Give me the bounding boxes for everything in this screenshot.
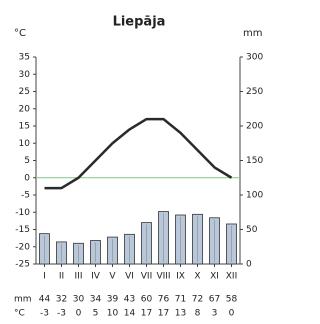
data-label: 71	[175, 295, 186, 305]
y-tick-label: 0	[24, 173, 30, 183]
x-tick-label: VI	[125, 272, 134, 282]
data-label: 58	[226, 295, 238, 305]
data-label: 14	[124, 309, 136, 319]
y-tick-label: -25	[15, 260, 30, 270]
data-label: 72	[192, 295, 203, 305]
chart: Liepāja °C mm 35302520151050-5-10-15-20-…	[14, 15, 263, 319]
x-tick-label: X	[194, 272, 200, 282]
data-label: -3	[57, 309, 66, 319]
data-label: 76	[158, 295, 170, 305]
x-tick-label: VIII	[156, 272, 170, 282]
data-label: 60	[141, 295, 153, 305]
x-tick-label: VII	[141, 272, 152, 282]
data-label: 10	[107, 309, 119, 319]
x-tick-label: I	[43, 272, 46, 282]
y-tick-label: -15	[15, 225, 30, 235]
data-label: 32	[56, 295, 67, 305]
row-label: mm	[14, 295, 32, 305]
data-label: 39	[107, 295, 119, 305]
y2-tick-label: 250	[246, 87, 263, 97]
chart-title: Liepāja	[113, 15, 166, 30]
temperature-line	[44, 117, 233, 190]
y-axis-label: °C	[14, 28, 26, 39]
x-tick-label: IX	[176, 272, 185, 282]
y-tick-label: 15	[19, 122, 30, 132]
x-tick-label: XI	[210, 272, 219, 282]
data-label: 0	[76, 309, 82, 319]
y-tick-label: -10	[15, 208, 30, 218]
data-label: 17	[141, 309, 152, 319]
x-tick-label: IV	[91, 272, 101, 282]
x-tick-label: XII	[226, 272, 237, 282]
y2-tick-label: 300	[246, 53, 263, 63]
data-label: 8	[195, 309, 201, 319]
row-label: °C	[14, 309, 25, 319]
y-tick-label: 35	[19, 53, 30, 63]
data-label: 3	[212, 309, 218, 319]
data-label: 13	[175, 309, 186, 319]
data-label: 0	[229, 309, 235, 319]
y2-axis-label: mm	[243, 28, 262, 39]
data-label: 34	[90, 295, 102, 305]
data-label: 17	[158, 309, 169, 319]
y2-tick-label: 150	[246, 156, 263, 166]
y2-tick-label: 100	[246, 191, 263, 201]
data-label: -3	[40, 309, 49, 319]
y2-tick-label: 50	[246, 225, 258, 235]
y-tick-label: 5	[24, 156, 30, 166]
data-label: 30	[73, 295, 85, 305]
y-tick-label: -20	[15, 242, 30, 252]
data-label: 67	[209, 295, 220, 305]
x-tick-label: V	[109, 272, 116, 282]
y-tick-label: 25	[19, 87, 30, 97]
y-tick-label: 10	[19, 139, 31, 149]
y-tick-label: 30	[19, 70, 31, 80]
y-tick-label: 20	[19, 104, 31, 114]
x-tick-label: III	[75, 272, 83, 282]
data-label: 43	[124, 295, 135, 305]
data-label: 44	[39, 295, 51, 305]
y2-tick-label: 200	[246, 122, 263, 132]
data-label: 5	[93, 309, 99, 319]
y-tick-label: -5	[21, 191, 30, 201]
y2-tick-label: 0	[246, 260, 252, 270]
x-tick-label: II	[59, 272, 64, 282]
